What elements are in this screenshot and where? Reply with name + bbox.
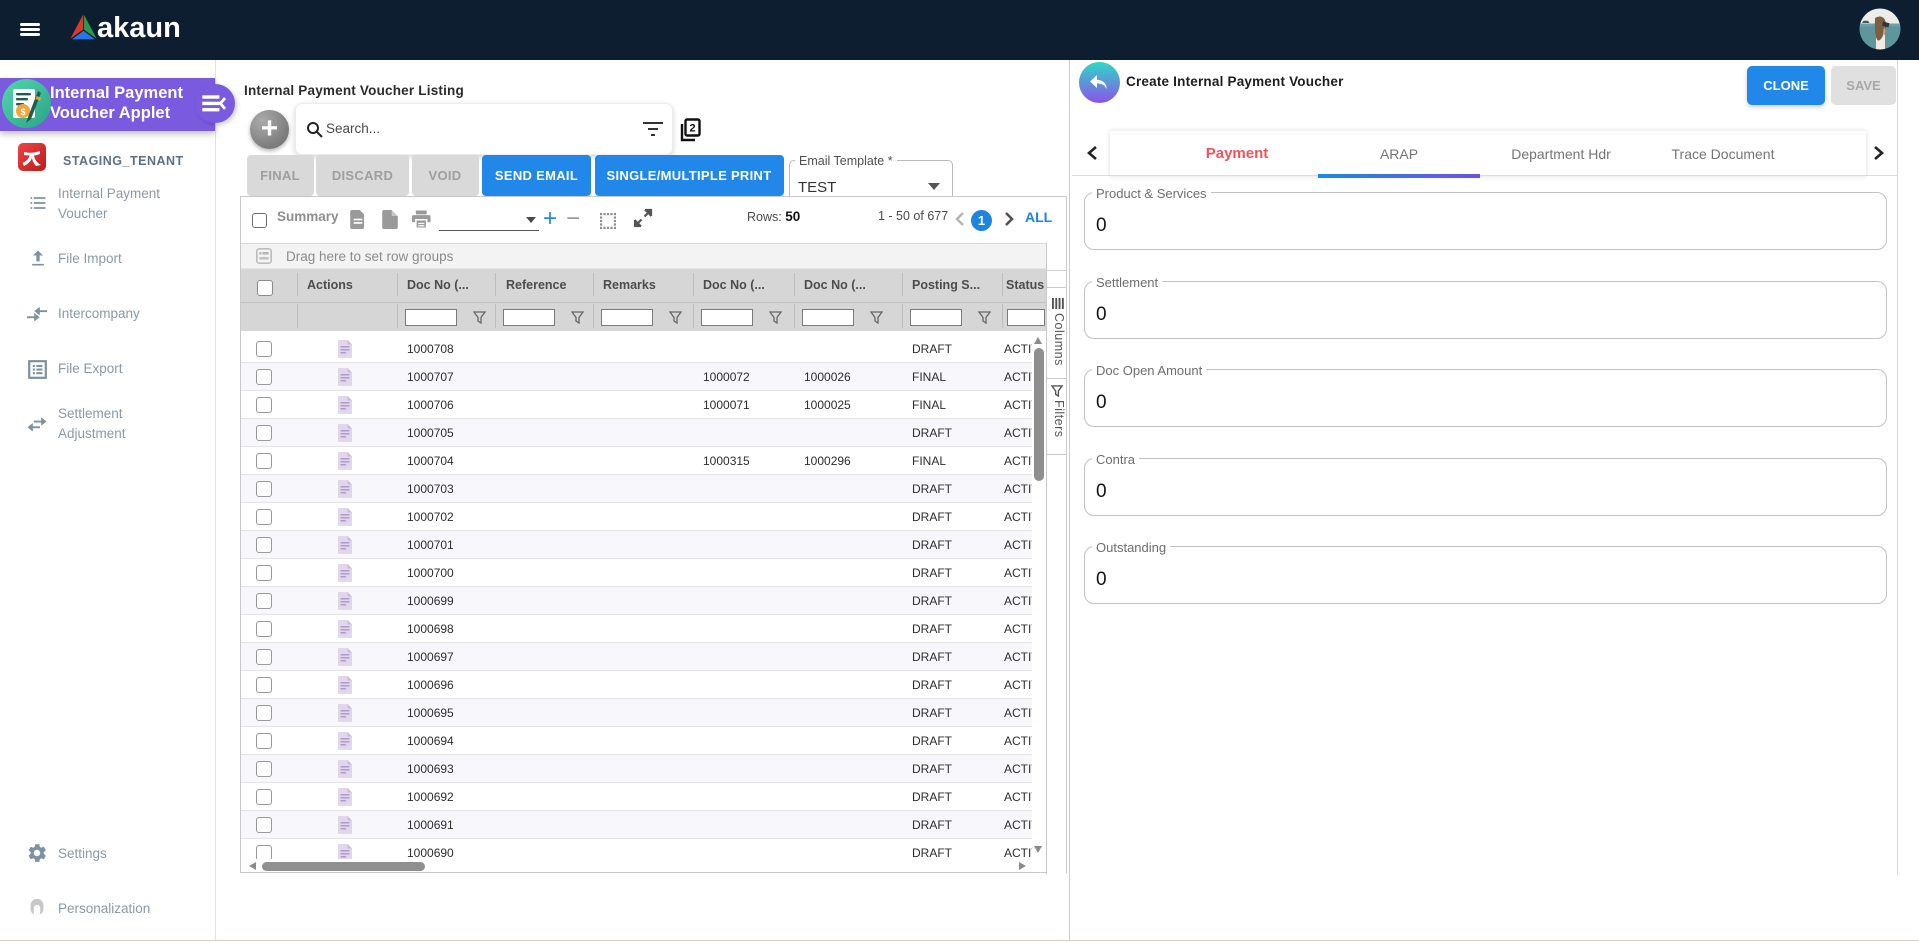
svg-text:2: 2 xyxy=(689,123,695,135)
svg-text:$: $ xyxy=(20,107,25,117)
